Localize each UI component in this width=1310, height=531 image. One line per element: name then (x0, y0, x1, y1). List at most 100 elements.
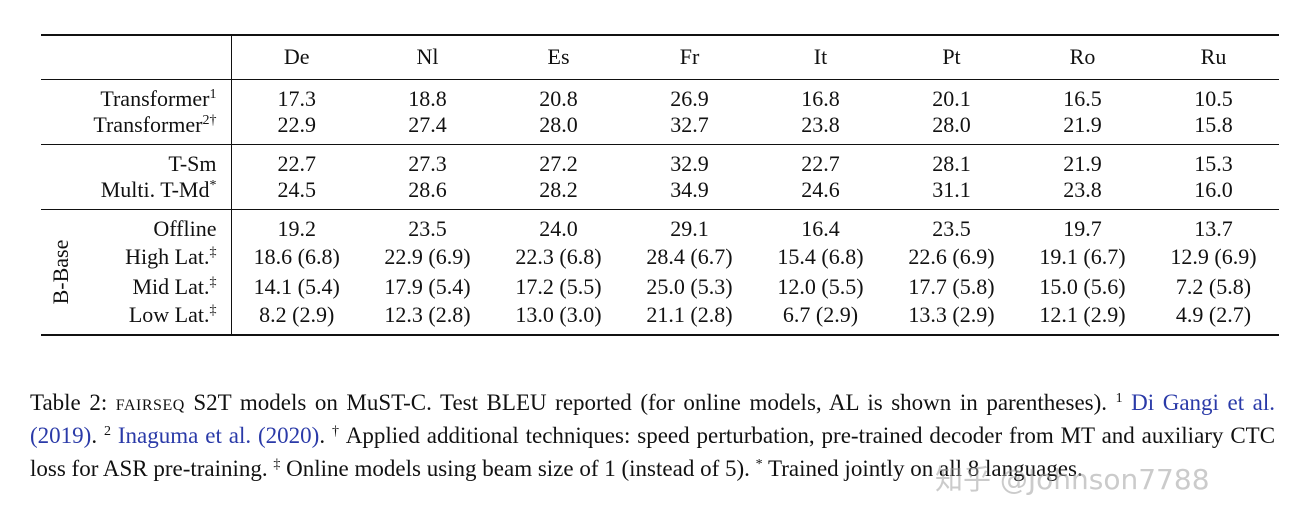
cell-de: 17.3 (277, 85, 317, 111)
group-label-cell (41, 144, 81, 209)
table-row: Transformer2† 22.9 27.4 28.0 32.7 23.8 28.0 21.… (41, 111, 1279, 144)
double-dagger-mark: ‡ (273, 457, 281, 472)
cell-it: 23.8 (801, 111, 840, 137)
cell-es: 28.0 (539, 111, 578, 137)
row-label: T-Sm (81, 144, 232, 177)
model-name: High Lat. (125, 243, 210, 269)
caption-text-2: Applied additional techniques: speed per… (30, 423, 1276, 481)
footnote-mark: ‡ (209, 244, 217, 260)
header-label-cell (81, 35, 232, 79)
cell-ro: 15.0 (5.6) (1039, 273, 1126, 299)
caption-fairseq: fairseq (115, 390, 185, 415)
column-header-es: Es (547, 44, 570, 70)
cell-nl: 18.8 (408, 85, 447, 111)
table-row: T-Sm 22.7 27.3 27.2 32.9 22.7 28.1 21.9 15.3 (41, 144, 1279, 177)
cell-nl: 17.9 (5.4) (384, 273, 471, 299)
model-name: Mid Lat. (132, 273, 210, 299)
star-mark: * (755, 457, 763, 472)
cell-nl: 27.4 (408, 111, 447, 137)
cell-pt: 17.7 (5.8) (908, 273, 995, 299)
cell-fr: 34.9 (670, 176, 709, 202)
model-name: Multi. T-Md (100, 176, 210, 202)
footnote-2-mark: 2 (103, 424, 111, 439)
cell-fr: 32.7 (670, 111, 709, 137)
column-header-pt: Pt (942, 44, 961, 70)
cell-pt: 13.3 (2.9) (908, 301, 995, 327)
cell-pt: 23.5 (932, 215, 971, 241)
row-label: Offline (81, 209, 232, 242)
caption-text-3: Online models using beam size of 1 (inst… (280, 456, 756, 481)
row-group-1: Transformer1 17.3 18.8 20.8 26.9 16.8 20.1 16.5… (41, 79, 1279, 144)
cell-de: 22.9 (277, 111, 317, 137)
row-label: Transformer2† (81, 111, 232, 144)
cell-de: 24.5 (277, 176, 317, 202)
table-row: High Lat.‡ 18.6 (6.8) 22.9 (6.9) 22.3 (6.8)… (41, 241, 1279, 272)
cell-fr: 21.1 (2.8) (646, 301, 733, 327)
footnote-mark: ‡ (209, 274, 217, 290)
cell-nl: 27.3 (408, 150, 447, 176)
model-name: Transformer (93, 111, 203, 137)
cell-de: 19.2 (277, 215, 317, 241)
cell-de: 8.2 (2.9) (259, 301, 335, 327)
table-row: Multi. T-Md* 24.5 28.6 28.2 34.9 24.6 31.1 23.8… (41, 176, 1279, 209)
footnote-mark: ‡ (209, 302, 217, 318)
footnote-1-mark: 1 (1115, 391, 1123, 406)
group-label: B-Base (48, 239, 73, 304)
cell-ro: 12.1 (2.9) (1039, 301, 1126, 327)
cell-ru: 13.7 (1194, 215, 1233, 241)
cell-it: 12.0 (5.5) (777, 273, 864, 299)
footnote-mark: * (209, 177, 217, 193)
cell-es: 24.0 (539, 215, 578, 241)
table-row: B-Base Offline 19.2 23.5 24.0 29.1 16.4 23.5 19.… (41, 209, 1279, 304)
model-name: Low Lat. (128, 301, 210, 327)
row-label: Mid Lat.‡ (81, 271, 232, 302)
watermark: 知乎 @Johnson7788 (935, 463, 1210, 496)
cell-it: 16.4 (801, 215, 840, 241)
citation-inaguma-link[interactable]: Inaguma et al. (2020) (117, 423, 320, 448)
caption-prefix: Table 2: (30, 390, 116, 415)
cell-de: 18.6 (6.8) (253, 243, 340, 269)
cell-nl: 12.3 (2.8) (384, 301, 471, 327)
group-label-cell: B-Base (41, 209, 81, 335)
cell-ro: 21.9 (1063, 111, 1102, 137)
cell-it: 24.6 (801, 176, 840, 202)
cell-es: 27.2 (539, 150, 578, 176)
row-label: Transformer1 (81, 79, 232, 112)
cell-it: 15.4 (6.8) (777, 243, 864, 269)
table-row: Low Lat.‡ 8.2 (2.9) 12.3 (2.8) 13.0 (3.0) 21… (41, 301, 1279, 335)
cell-pt: 28.0 (932, 111, 971, 137)
cell-nl: 28.6 (408, 176, 447, 202)
cell-it: 22.7 (801, 150, 840, 176)
footnote-mark: 2† (202, 112, 217, 128)
citation-di-gangi-link[interactable]: Di Gangi et al. (2019) (30, 390, 1276, 448)
cell-es: 13.0 (3.0) (515, 301, 602, 327)
caption-text-4: Trained jointly on all 8 languages. (762, 456, 1083, 481)
cell-nl: 22.9 (6.9) (384, 243, 471, 269)
cell-nl: 23.5 (408, 215, 447, 241)
model-name: Offline (153, 215, 217, 241)
cell-ru: 7.2 (5.8) (1175, 273, 1252, 299)
column-header-fr: Fr (679, 44, 700, 70)
caption-sep-2: . (319, 423, 332, 448)
caption-sep-1: . (91, 423, 104, 448)
cell-fr: 29.1 (670, 215, 709, 241)
cell-fr: 28.4 (6.7) (646, 243, 733, 269)
row-label: Low Lat.‡ (81, 301, 232, 335)
row-label: Multi. T-Md* (81, 176, 232, 209)
cell-es: 28.2 (539, 176, 578, 202)
cell-ro: 21.9 (1063, 150, 1102, 176)
cell-ru: 15.3 (1194, 150, 1233, 176)
cell-pt: 20.1 (932, 85, 971, 111)
cell-es: 20.8 (539, 85, 578, 111)
cell-it: 6.7 (2.9) (782, 301, 859, 327)
dagger-mark: † (331, 424, 341, 439)
cell-ro: 23.8 (1063, 176, 1102, 202)
cell-pt: 22.6 (6.9) (908, 243, 995, 269)
model-name: Transformer (100, 85, 210, 111)
cell-ro: 16.5 (1063, 85, 1102, 111)
column-header-ro: Ro (1069, 44, 1096, 70)
cell-fr: 25.0 (5.3) (646, 273, 733, 299)
cell-ru: 15.8 (1194, 111, 1233, 137)
caption-text-1: S2T models on MuST-C. Test BLEU reported… (184, 390, 1108, 415)
cell-de: 14.1 (5.4) (253, 273, 340, 299)
